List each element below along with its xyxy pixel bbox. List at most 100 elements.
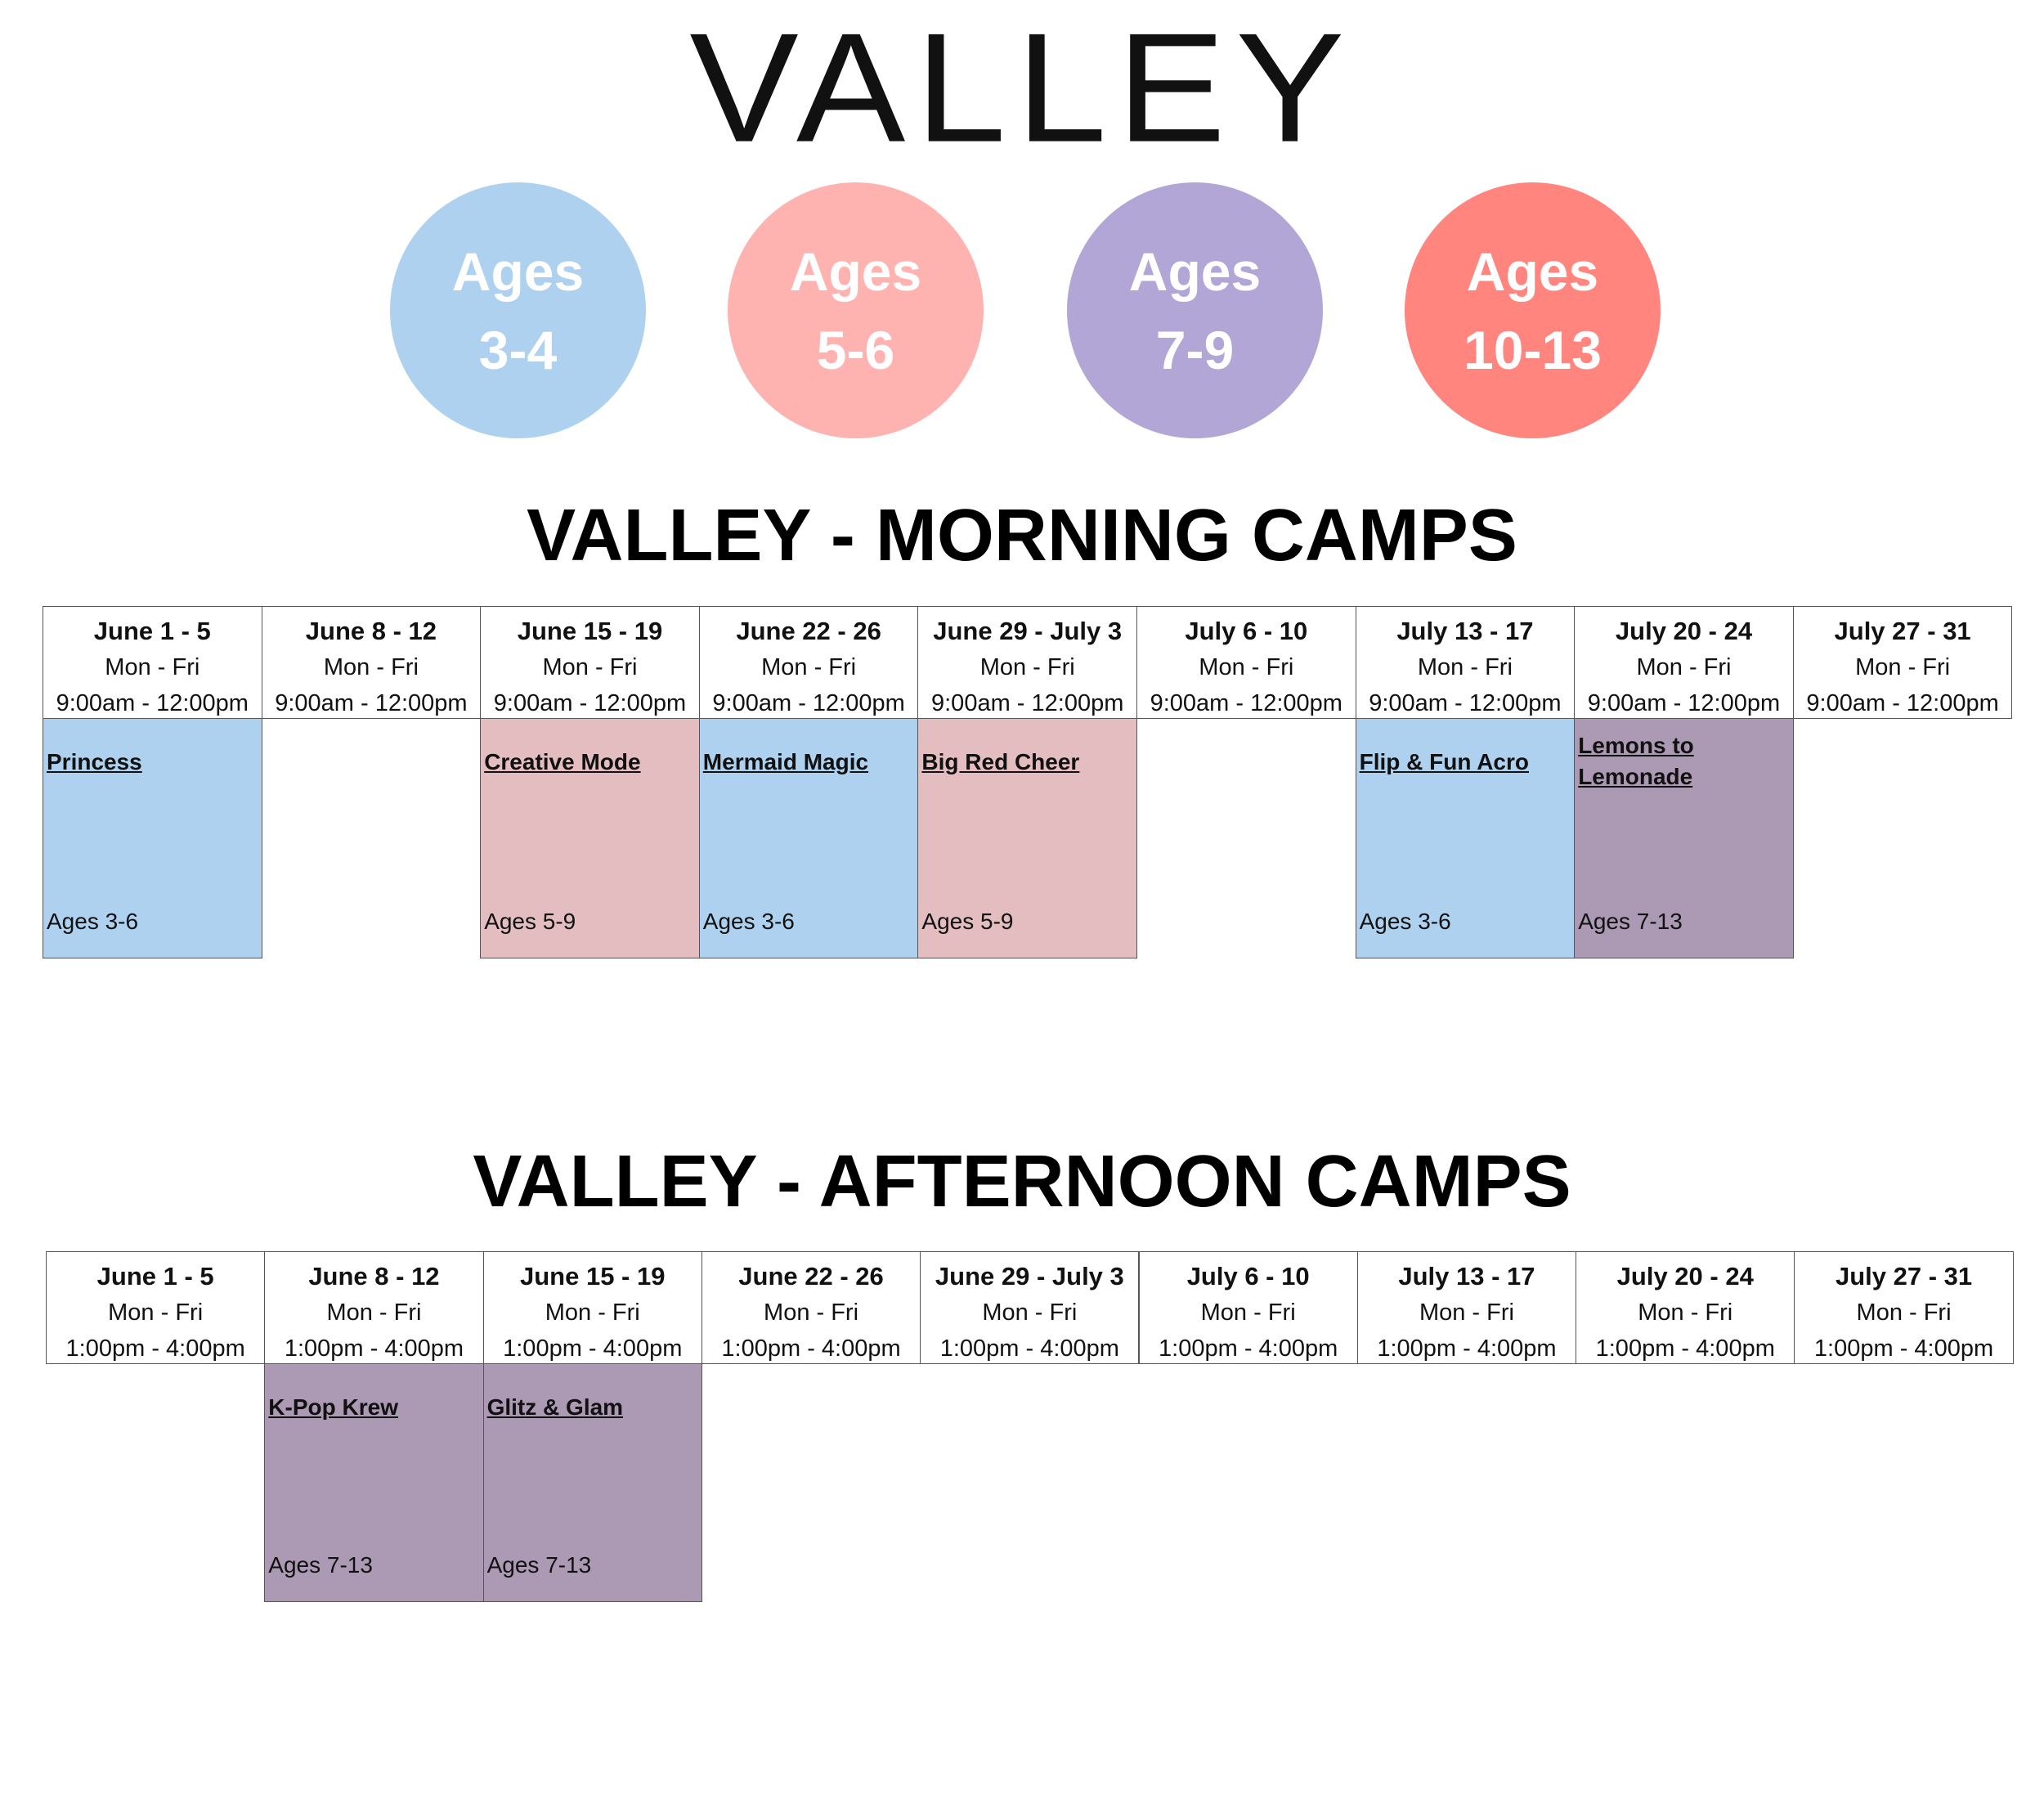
week-header: July 13 - 17 Mon - Fri 9:00am - 12:00pm — [1355, 606, 1576, 719]
age-circle-line1: Ages — [1128, 240, 1262, 302]
week-days: Mon - Fri — [982, 1300, 1078, 1326]
age-circle-line2: 3-4 — [478, 319, 558, 380]
camp-cell: Big Red Cheer Ages 5-9 — [917, 718, 1137, 958]
camp-ages: Ages 7-13 — [486, 1552, 592, 1578]
age-circle-line2: 7-9 — [1155, 319, 1235, 380]
week-time: 1:00pm - 4:00pm — [65, 1335, 245, 1362]
age-circle: Ages 10-13 — [1405, 182, 1661, 438]
week-header: June 29 - July 3 Mon - Fri 9:00am - 12:00p… — [917, 606, 1137, 719]
week-dates: June 22 - 26 — [738, 1262, 884, 1291]
age-circle: Ages 7-9 — [1067, 182, 1323, 438]
week-time: 1:00pm - 4:00pm — [1377, 1335, 1557, 1362]
valley-logo: VALLEY — [689, 1, 1355, 175]
week-dates: July 27 - 31 — [1834, 617, 1971, 645]
week-time: 1:00pm - 4:00pm — [1159, 1335, 1338, 1362]
week-header: June 15 - 19 Mon - Fri 9:00am - 12:00pm — [480, 606, 700, 719]
week-days: Mon - Fri — [545, 1300, 640, 1326]
week-days: Mon - Fri — [105, 654, 200, 680]
week-days: Mon - Fri — [1417, 654, 1513, 680]
week-dates: July 13 - 17 — [1398, 1262, 1535, 1291]
age-circle-line1: Ages — [1466, 240, 1599, 302]
week-header: June 22 - 26 Mon - Fri 1:00pm - 4:00pm — [701, 1251, 921, 1364]
week-days: Mon - Fri — [1636, 654, 1732, 680]
camp-cell: Creative Mode Ages 5-9 — [480, 718, 700, 958]
camp-ages: Ages 5-9 — [484, 909, 576, 934]
week-time: 1:00pm - 4:00pm — [939, 1335, 1119, 1362]
week-dates: June 15 - 19 — [520, 1262, 666, 1291]
morning-camps-title: VALLEY - MORNING CAMPS — [527, 495, 1517, 577]
camp-name-link[interactable]: Mermaid Magic — [702, 749, 869, 774]
camp-ages: Ages 7-13 — [1578, 909, 1683, 934]
camp-name-link[interactable]: K-Pop Krew — [268, 1394, 398, 1420]
week-time: 9:00am - 12:00pm — [275, 690, 468, 716]
camp-ages: Ages 3-6 — [702, 909, 795, 934]
week-header: July 6 - 10 Mon - Fri 1:00pm - 4:00pm — [1138, 1251, 1358, 1364]
week-days: Mon - Fri — [542, 654, 638, 680]
week-header: July 20 - 24 Mon - Fri 9:00am - 12:00pm — [1574, 606, 1794, 719]
age-circle: Ages 5-6 — [728, 182, 984, 438]
age-circle-line1: Ages — [789, 240, 922, 302]
camp-cell: Princess Ages 3-6 — [43, 718, 262, 958]
camp-cell: Flip & Fun Acro Ages 3-6 — [1355, 718, 1576, 958]
week-dates: June 1 - 5 — [96, 1262, 214, 1291]
camp-name-link[interactable]: Flip & Fun Acro — [1359, 749, 1529, 774]
week-days: Mon - Fri — [979, 654, 1075, 680]
week-days: Mon - Fri — [1199, 654, 1294, 680]
camp-name-link[interactable]: Creative Mode — [484, 749, 641, 774]
week-days: Mon - Fri — [1419, 1300, 1514, 1326]
week-time: 1:00pm - 4:00pm — [1595, 1335, 1775, 1362]
camp-name-link[interactable]: Princess — [47, 749, 142, 774]
week-time: 9:00am - 12:00pm — [493, 690, 687, 716]
week-header: July 6 - 10 Mon - Fri 9:00am - 12:00pm — [1136, 606, 1356, 719]
week-dates: June 8 - 12 — [308, 1262, 440, 1291]
week-days: Mon - Fri — [1855, 654, 1951, 680]
week-dates: June 8 - 12 — [305, 617, 437, 645]
week-header: July 20 - 24 Mon - Fri 1:00pm - 4:00pm — [1576, 1251, 1795, 1364]
week-time: 9:00am - 12:00pm — [931, 690, 1124, 716]
camp-ages: Ages 3-6 — [1359, 909, 1451, 934]
week-header: June 29 - July 3 Mon - Fri 1:00pm - 4:00pm — [920, 1251, 1140, 1364]
week-time: 1:00pm - 4:00pm — [503, 1335, 683, 1362]
week-days: Mon - Fri — [1638, 1300, 1733, 1326]
week-dates: June 1 - 5 — [93, 617, 211, 645]
camp-cell: Glitz & Glam Ages 7-13 — [482, 1363, 702, 1602]
week-days: Mon - Fri — [761, 654, 857, 680]
week-time: 9:00am - 12:00pm — [1150, 690, 1342, 716]
week-header: June 1 - 5 Mon - Fri 9:00am - 12:00pm — [43, 606, 262, 719]
week-header: June 15 - 19 Mon - Fri 1:00pm - 4:00pm — [482, 1251, 702, 1364]
week-dates: July 6 - 10 — [1186, 1262, 1310, 1291]
week-header: July 27 - 31 Mon - Fri 1:00pm - 4:00pm — [1794, 1251, 2014, 1364]
week-days: Mon - Fri — [764, 1300, 859, 1326]
camp-ages: Ages 5-9 — [921, 909, 1014, 934]
week-dates: June 29 - July 3 — [933, 617, 1123, 645]
age-circle-line1: Ages — [451, 240, 585, 302]
age-circle: Ages 3-4 — [390, 182, 646, 438]
age-circle-line2: 5-6 — [816, 319, 895, 380]
week-dates: July 20 - 24 — [1616, 1262, 1754, 1291]
week-dates: June 22 - 26 — [736, 617, 881, 645]
week-days: Mon - Fri — [108, 1300, 204, 1326]
week-time: 1:00pm - 4:00pm — [284, 1335, 464, 1362]
week-header: June 22 - 26 Mon - Fri 9:00am - 12:00pm — [698, 606, 919, 719]
week-dates: July 20 - 24 — [1615, 617, 1753, 645]
week-days: Mon - Fri — [323, 654, 419, 680]
camp-cell: K-Pop Krew Ages 7-13 — [264, 1363, 484, 1602]
week-time: 9:00am - 12:00pm — [1806, 690, 1999, 716]
week-time: 9:00am - 12:00pm — [712, 690, 905, 716]
week-header: June 8 - 12 Mon - Fri 1:00pm - 4:00pm — [264, 1251, 484, 1364]
camp-name-link[interactable]: Big Red Cheer — [921, 749, 1080, 774]
week-dates: July 27 - 31 — [1835, 1262, 1973, 1291]
age-circle-line2: 10-13 — [1464, 319, 1602, 380]
week-header: June 1 - 5 Mon - Fri 1:00pm - 4:00pm — [46, 1251, 266, 1364]
week-time: 1:00pm - 4:00pm — [721, 1335, 901, 1362]
camp-name-link[interactable]: Lemons to Lemonade — [1578, 733, 1694, 789]
camp-name-link[interactable]: Glitz & Glam — [486, 1394, 624, 1420]
week-time: 9:00am - 12:00pm — [1587, 690, 1781, 716]
week-header: June 8 - 12 Mon - Fri 9:00am - 12:00pm — [261, 606, 482, 719]
camp-cell: Mermaid Magic Ages 3-6 — [698, 718, 919, 958]
camp-cell: Lemons to Lemonade Ages 7-13 — [1574, 718, 1794, 958]
camp-ages: Ages 3-6 — [47, 909, 139, 934]
camp-ages: Ages 7-13 — [268, 1552, 373, 1578]
week-days: Mon - Fri — [1200, 1300, 1296, 1326]
week-header: July 13 - 17 Mon - Fri 1:00pm - 4:00pm — [1356, 1251, 1577, 1364]
